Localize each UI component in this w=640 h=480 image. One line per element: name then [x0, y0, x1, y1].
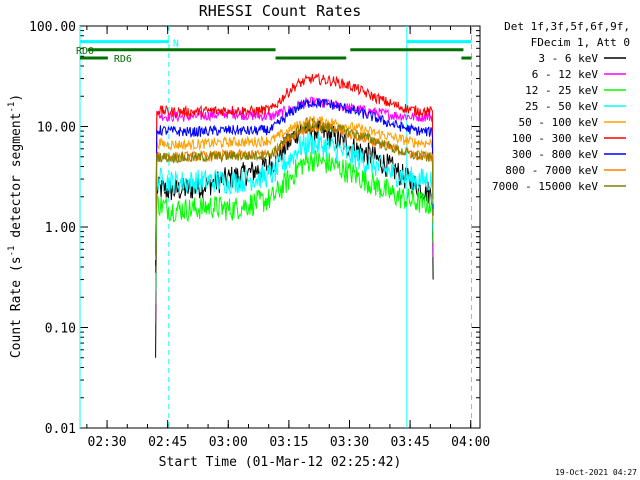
- legend-header-1: Det 1f,3f,5f,6f,9f,: [504, 20, 630, 33]
- y-label-part-2: detector segment: [9, 113, 24, 246]
- x-tick-label: 04:00: [451, 435, 490, 450]
- x-axis-label: Start Time (01-Mar-12 02:25:42): [159, 455, 402, 470]
- y-tick-label: 100.00: [29, 20, 76, 35]
- legend: Det 1f,3f,5f,6f,9f, FDecim 1, Att 0 3 - …: [492, 20, 630, 193]
- series-line-8: [155, 119, 434, 255]
- y-tick-label: 10.00: [37, 121, 76, 136]
- x-tick-label: 03:15: [269, 435, 308, 450]
- y-label-part-3: ): [9, 94, 24, 102]
- chart-title: RHESSI Count Rates: [199, 2, 362, 20]
- flag-label-rd0: RD0: [76, 46, 94, 57]
- legend-label: 25 - 50 keV: [525, 100, 598, 113]
- y-tick-label: 1.00: [45, 221, 76, 236]
- series-line-5: [155, 72, 434, 273]
- legend-label: 50 - 100 keV: [519, 116, 599, 129]
- legend-label: 800 - 7000 keV: [505, 164, 598, 177]
- x-tick-label: 03:30: [330, 435, 369, 450]
- flag-label-n: N: [173, 39, 179, 50]
- x-tick-label: 03:00: [209, 435, 248, 450]
- legend-label: 7000 - 15000 keV: [492, 180, 598, 193]
- flag-label-rd6: RD6: [114, 54, 132, 65]
- y-label-sup-2: -1: [7, 102, 17, 113]
- legend-label: 3 - 6 keV: [538, 52, 598, 65]
- legend-label: 300 - 800 keV: [512, 148, 598, 161]
- series-line-6: [155, 98, 434, 266]
- y-tick-label: 0.10: [45, 322, 76, 337]
- legend-header-2: FDecim 1, Att 0: [531, 36, 630, 49]
- plot-marks: 100.00 10.00 1.00 0.10 0.01 02:30 02:45 03:00 03…: [29, 20, 490, 450]
- series-line-4: [155, 115, 434, 282]
- x-tick-label: 02:30: [88, 435, 127, 450]
- x-tick-label: 03:45: [391, 435, 430, 450]
- legend-label: 12 - 25 keV: [525, 84, 598, 97]
- y-label-sup-1: -1: [7, 246, 17, 257]
- series-line-2: [155, 150, 434, 305]
- legend-label: 100 - 300 keV: [512, 132, 598, 145]
- y-tick-label: 0.01: [45, 422, 76, 437]
- x-tick-label: 02:45: [148, 435, 187, 450]
- footer-timestamp: 19-Oct-2021 04:27: [555, 468, 637, 477]
- series-line-3: [155, 132, 434, 292]
- y-label-part-1: Count Rate (s: [9, 256, 24, 358]
- y-axis-label: Count Rate (s-1 detector segment-1): [7, 94, 24, 358]
- legend-label: 6 - 12 keV: [532, 68, 599, 81]
